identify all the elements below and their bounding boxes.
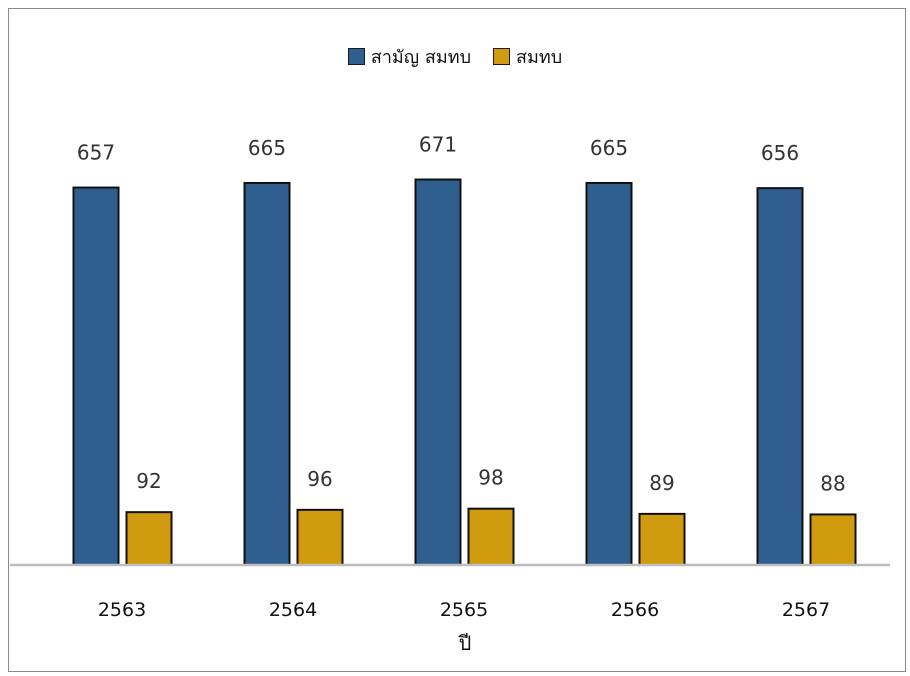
data-label-series-1-2566: 665 bbox=[590, 136, 628, 160]
data-label-series-1-2567: 656 bbox=[761, 141, 799, 165]
bar-series-1-2566 bbox=[585, 181, 633, 567]
data-label-series-2-2563: 92 bbox=[136, 469, 161, 493]
legend-label-series-2: สมทบ bbox=[516, 46, 563, 68]
bar-series-2-2566 bbox=[638, 512, 686, 567]
legend: สามัญ สมทบ สมทบ bbox=[0, 40, 910, 72]
x-tick-label-2566: 2566 bbox=[611, 599, 659, 621]
bar-series-1-2564 bbox=[243, 181, 291, 567]
data-label-series-2-2564: 96 bbox=[307, 467, 332, 491]
x-axis-title: ปี bbox=[458, 631, 471, 655]
x-tick-label-2564: 2564 bbox=[269, 599, 317, 621]
data-label-series-2-2567: 88 bbox=[820, 471, 845, 495]
data-label-series-1-2563: 657 bbox=[77, 141, 115, 165]
bars-group bbox=[72, 178, 857, 567]
labels-group: 657 92 2563 665 96 2564 671 98 2565 665 89 2566 656 8… bbox=[77, 133, 846, 621]
x-tick-label-2565: 2565 bbox=[440, 599, 488, 621]
legend-item-series-2: สมทบ bbox=[493, 42, 562, 71]
bar-series-2-2567 bbox=[809, 513, 857, 566]
bar-series-2-2565 bbox=[467, 507, 515, 567]
bar-series-1-2565 bbox=[414, 178, 462, 566]
legend-swatch-series-2 bbox=[493, 47, 510, 65]
legend-item-series-1: สามัญ สมทบ bbox=[347, 42, 471, 71]
bar-series-1-2567 bbox=[756, 187, 804, 567]
data-label-series-1-2564: 665 bbox=[248, 136, 286, 160]
data-label-series-2-2565: 98 bbox=[478, 466, 503, 490]
bar-series-1-2563 bbox=[72, 186, 120, 566]
data-label-series-1-2565: 671 bbox=[419, 133, 457, 157]
bar-series-2-2563 bbox=[125, 511, 173, 566]
bar-series-2-2564 bbox=[296, 508, 344, 566]
x-tick-label-2563: 2563 bbox=[98, 599, 146, 621]
legend-swatch-series-1 bbox=[347, 47, 365, 65]
data-label-series-2-2566: 89 bbox=[649, 471, 674, 495]
legend-label-series-1: สามัญ สมทบ bbox=[370, 46, 471, 68]
x-tick-label-2567: 2567 bbox=[782, 599, 830, 621]
